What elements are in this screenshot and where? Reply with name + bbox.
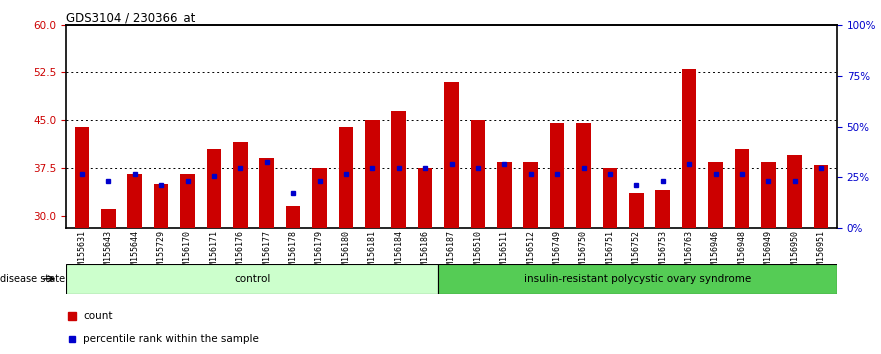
Bar — [259, 158, 274, 228]
Text: insulin-resistant polycystic ovary syndrome: insulin-resistant polycystic ovary syndr… — [524, 274, 751, 284]
Bar — [788, 155, 802, 228]
Bar — [576, 124, 591, 228]
Bar — [418, 168, 433, 228]
Bar — [101, 209, 115, 228]
Bar — [438, 264, 837, 294]
Bar — [128, 174, 142, 228]
Bar — [207, 149, 221, 228]
Text: count: count — [83, 311, 113, 321]
Bar — [708, 161, 722, 228]
Bar — [154, 184, 168, 228]
Text: GDS3104 / 230366_at: GDS3104 / 230366_at — [66, 11, 196, 24]
Bar — [470, 120, 485, 228]
Bar — [181, 174, 195, 228]
Bar — [629, 193, 644, 228]
Bar — [391, 111, 406, 228]
Bar — [682, 69, 696, 228]
Bar — [550, 124, 565, 228]
Bar — [285, 206, 300, 228]
Bar — [603, 168, 618, 228]
Bar — [761, 161, 775, 228]
Bar — [312, 168, 327, 228]
Bar — [75, 127, 89, 228]
Bar — [233, 142, 248, 228]
Bar — [735, 149, 749, 228]
Text: control: control — [234, 274, 270, 284]
Bar — [66, 264, 438, 294]
Text: disease state: disease state — [0, 274, 65, 284]
Bar — [814, 165, 828, 228]
Bar — [444, 82, 459, 228]
Bar — [497, 161, 512, 228]
Text: percentile rank within the sample: percentile rank within the sample — [83, 334, 259, 344]
Bar — [523, 161, 538, 228]
Bar — [655, 190, 670, 228]
Bar — [365, 120, 380, 228]
Bar — [338, 127, 353, 228]
